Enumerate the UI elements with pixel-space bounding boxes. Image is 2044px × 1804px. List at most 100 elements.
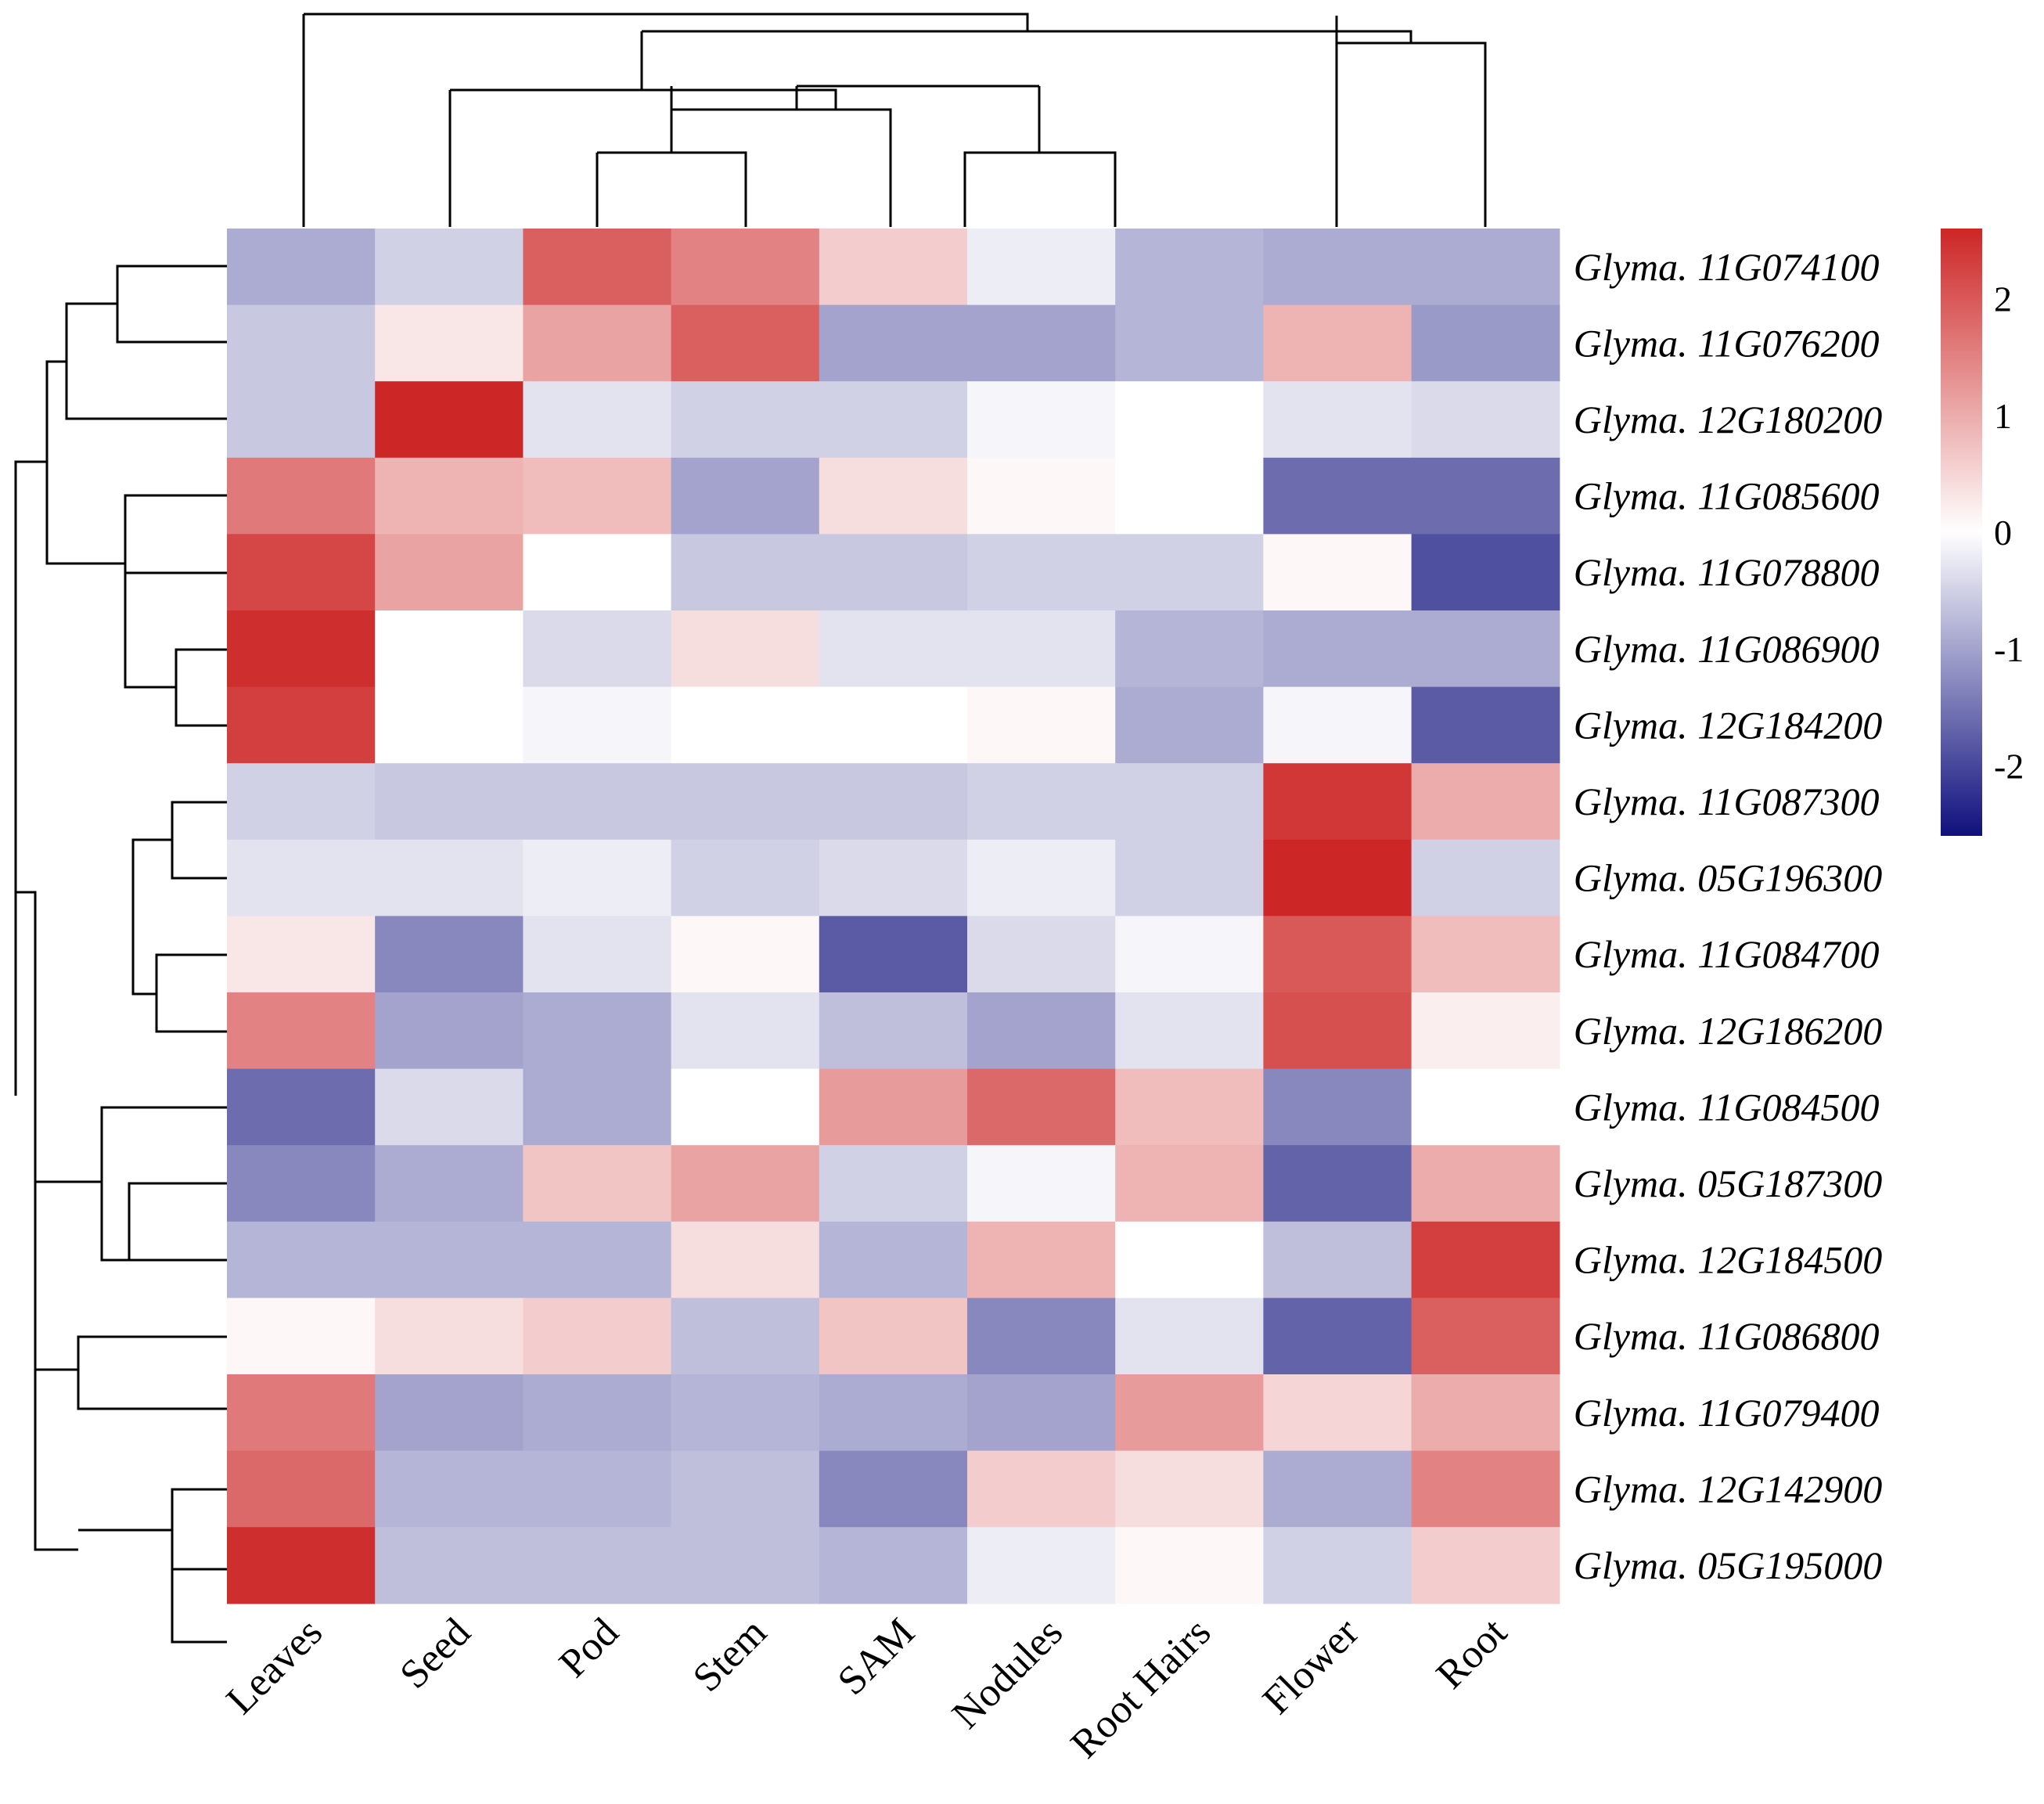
heatmap-cell [819, 457, 968, 535]
heatmap-cell [375, 304, 524, 382]
column-label: Leaves [218, 1610, 331, 1723]
row-labels: Glyma. 11G074100 Glyma. 11G076200 Glyma. 1… [1574, 245, 1882, 1587]
heatmap-cell [227, 457, 376, 535]
heatmap-cell [819, 1298, 968, 1375]
heatmap-cell [227, 1221, 376, 1298]
heatmap-cell [523, 839, 672, 916]
heatmap-cell [523, 534, 672, 611]
heatmap-cell [671, 610, 820, 688]
heatmap-cell [1115, 686, 1264, 764]
colorbar-ticks: 2 1 0 -1 -2 [1994, 279, 2024, 787]
column-label: Pod [551, 1610, 628, 1687]
heatmap-cell [375, 1527, 524, 1604]
heatmap-cell [227, 839, 376, 916]
heatmap-cell [1115, 534, 1264, 611]
row-label: Glyma. 12G184200 [1574, 703, 1882, 747]
heatmap-cell [967, 1450, 1116, 1528]
heatmap-cell [1115, 1527, 1264, 1604]
heatmap-cell [227, 686, 376, 764]
heatmap-cell [227, 1298, 376, 1375]
heatmap-cell [1411, 534, 1560, 611]
heatmap-cell [671, 992, 820, 1070]
colorbar-gradient [1941, 229, 1982, 836]
heatmap-cell [967, 1527, 1116, 1604]
heatmap-cell [523, 992, 672, 1070]
heatmap-cell [819, 229, 968, 306]
heatmap-cell [967, 534, 1116, 611]
row-label: Glyma. 11G087300 [1574, 780, 1880, 823]
heatmap-cell [523, 610, 672, 688]
heatmap-cell [819, 763, 968, 841]
heatmap-cell [1263, 1068, 1412, 1146]
heatmap-cell [375, 916, 524, 993]
row-label: Glyma. 11G074100 [1574, 245, 1880, 289]
heatmap-cell [1411, 304, 1560, 382]
heatmap-cell [523, 1068, 672, 1146]
colorbar-tick-label: 2 [1994, 279, 2012, 319]
heatmap-cell [671, 1527, 820, 1604]
row-label: Glyma. 11G078800 [1574, 550, 1880, 594]
row-label: Glyma. 11G086800 [1574, 1314, 1880, 1358]
heatmap-cell [819, 992, 968, 1070]
heatmap-cell [967, 1068, 1116, 1146]
heatmap-cell [227, 1374, 376, 1452]
heatmap-cell [1263, 992, 1412, 1070]
heatmap-cell [1411, 457, 1560, 535]
row-label: Glyma. 12G186200 [1574, 1009, 1882, 1053]
heatmap-cell [1115, 610, 1264, 688]
heatmap-cells [227, 229, 1560, 1604]
heatmap-cell [671, 381, 820, 459]
heatmap-cell [375, 992, 524, 1070]
column-label: Nodules [944, 1610, 1071, 1737]
heatmap-cell [375, 1221, 524, 1298]
heatmap-cell [967, 763, 1116, 841]
heatmap-cell [671, 1450, 820, 1528]
heatmap-cell [819, 916, 968, 993]
row-label: Glyma. 12G184500 [1574, 1238, 1882, 1282]
heatmap-cell [967, 992, 1116, 1070]
heatmap-cell [1263, 686, 1412, 764]
heatmap-cell [1263, 916, 1412, 993]
heatmap-cell [375, 1374, 524, 1452]
heatmap-cell [967, 1221, 1116, 1298]
heatmap-cell [523, 304, 672, 382]
heatmap-cell [1263, 1374, 1412, 1452]
heatmap-cell [375, 763, 524, 841]
heatmap-cell [1115, 763, 1264, 841]
heatmap-cell [375, 229, 524, 306]
heatmap-cell [523, 1374, 672, 1452]
heatmap-cell [375, 381, 524, 459]
heatmap-cell [1115, 381, 1264, 459]
heatmap-cell [819, 1068, 968, 1146]
heatmap-cell [967, 229, 1116, 306]
heatmap-cell [1411, 1145, 1560, 1222]
heatmap-cell [967, 686, 1116, 764]
colorbar-tick-label: -2 [1994, 747, 2024, 787]
column-dendrogram [302, 13, 1487, 227]
row-label: Glyma. 11G086900 [1574, 627, 1880, 671]
heatmap-cell [671, 457, 820, 535]
heatmap-cell [819, 610, 968, 688]
heatmap-cell [227, 1527, 376, 1604]
heatmap-cell [227, 534, 376, 611]
heatmap-cell [1263, 763, 1412, 841]
heatmap-cell [1115, 1450, 1264, 1528]
heatmap-cell [1263, 229, 1412, 306]
heatmap-cell [819, 839, 968, 916]
heatmap-cell [227, 916, 376, 993]
heatmap-cell [819, 1145, 968, 1222]
heatmap-cell [375, 1450, 524, 1528]
row-label: Glyma. 12G142900 [1574, 1467, 1882, 1511]
row-label: Glyma. 05G187300 [1574, 1161, 1882, 1205]
heatmap-cell [1411, 1374, 1560, 1452]
heatmap-cell [819, 1374, 968, 1452]
heatmap-cell [375, 610, 524, 688]
heatmap-cell [1411, 610, 1560, 688]
heatmap-cell [819, 686, 968, 764]
row-label: Glyma. 11G084500 [1574, 1085, 1880, 1129]
column-label: Root Hairs [1063, 1610, 1220, 1767]
heatmap-cell [671, 1145, 820, 1222]
heatmap-cell [967, 457, 1116, 535]
